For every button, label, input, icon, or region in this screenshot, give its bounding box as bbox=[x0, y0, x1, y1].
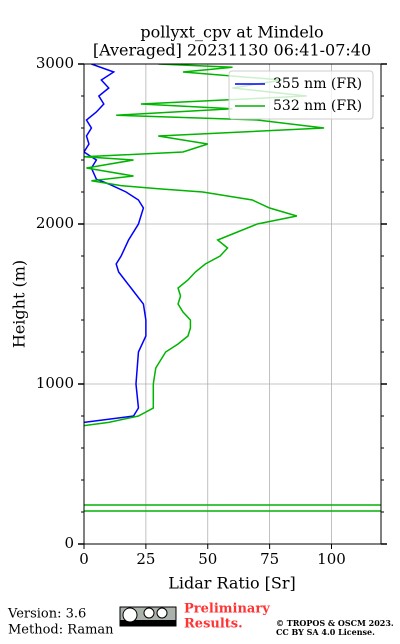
x-tick-label: 100 bbox=[317, 550, 346, 568]
chart-title: [Averaged] 20231130 06:41-07:40 bbox=[93, 41, 371, 60]
y-tick-label: 3000 bbox=[36, 54, 74, 72]
y-tick-label: 2000 bbox=[36, 214, 74, 232]
preliminary: Preliminary bbox=[184, 602, 270, 617]
x-axis-label: Lidar Ratio [Sr] bbox=[168, 574, 296, 593]
x-tick-label: 50 bbox=[198, 550, 217, 568]
y-tick-label: 1000 bbox=[36, 374, 74, 392]
x-tick-label: 25 bbox=[136, 550, 155, 568]
preliminary: Results. bbox=[184, 617, 243, 632]
y-axis-label: Height (m) bbox=[10, 260, 29, 348]
legend-label: 355 nm (FR) bbox=[273, 76, 362, 92]
copyright: CC BY SA 4.0 License. bbox=[276, 627, 375, 637]
legend-label: 532 nm (FR) bbox=[273, 98, 362, 114]
chart-title: pollyxt_cpv at Mindelo bbox=[140, 23, 323, 42]
profile-line bbox=[84, 64, 147, 424]
x-tick-label: 0 bbox=[79, 550, 89, 568]
version: Version: 3.6 bbox=[7, 607, 86, 622]
copyright: © TROPOS & OSCM 2023. bbox=[276, 618, 394, 628]
x-tick-label: 75 bbox=[260, 550, 279, 568]
legend-box bbox=[228, 70, 374, 120]
plot-frame bbox=[83, 63, 382, 545]
license-icon bbox=[119, 606, 177, 627]
profile-line bbox=[84, 64, 381, 512]
method: Method: Raman bbox=[8, 623, 114, 638]
y-tick-label: 0 bbox=[64, 534, 74, 552]
